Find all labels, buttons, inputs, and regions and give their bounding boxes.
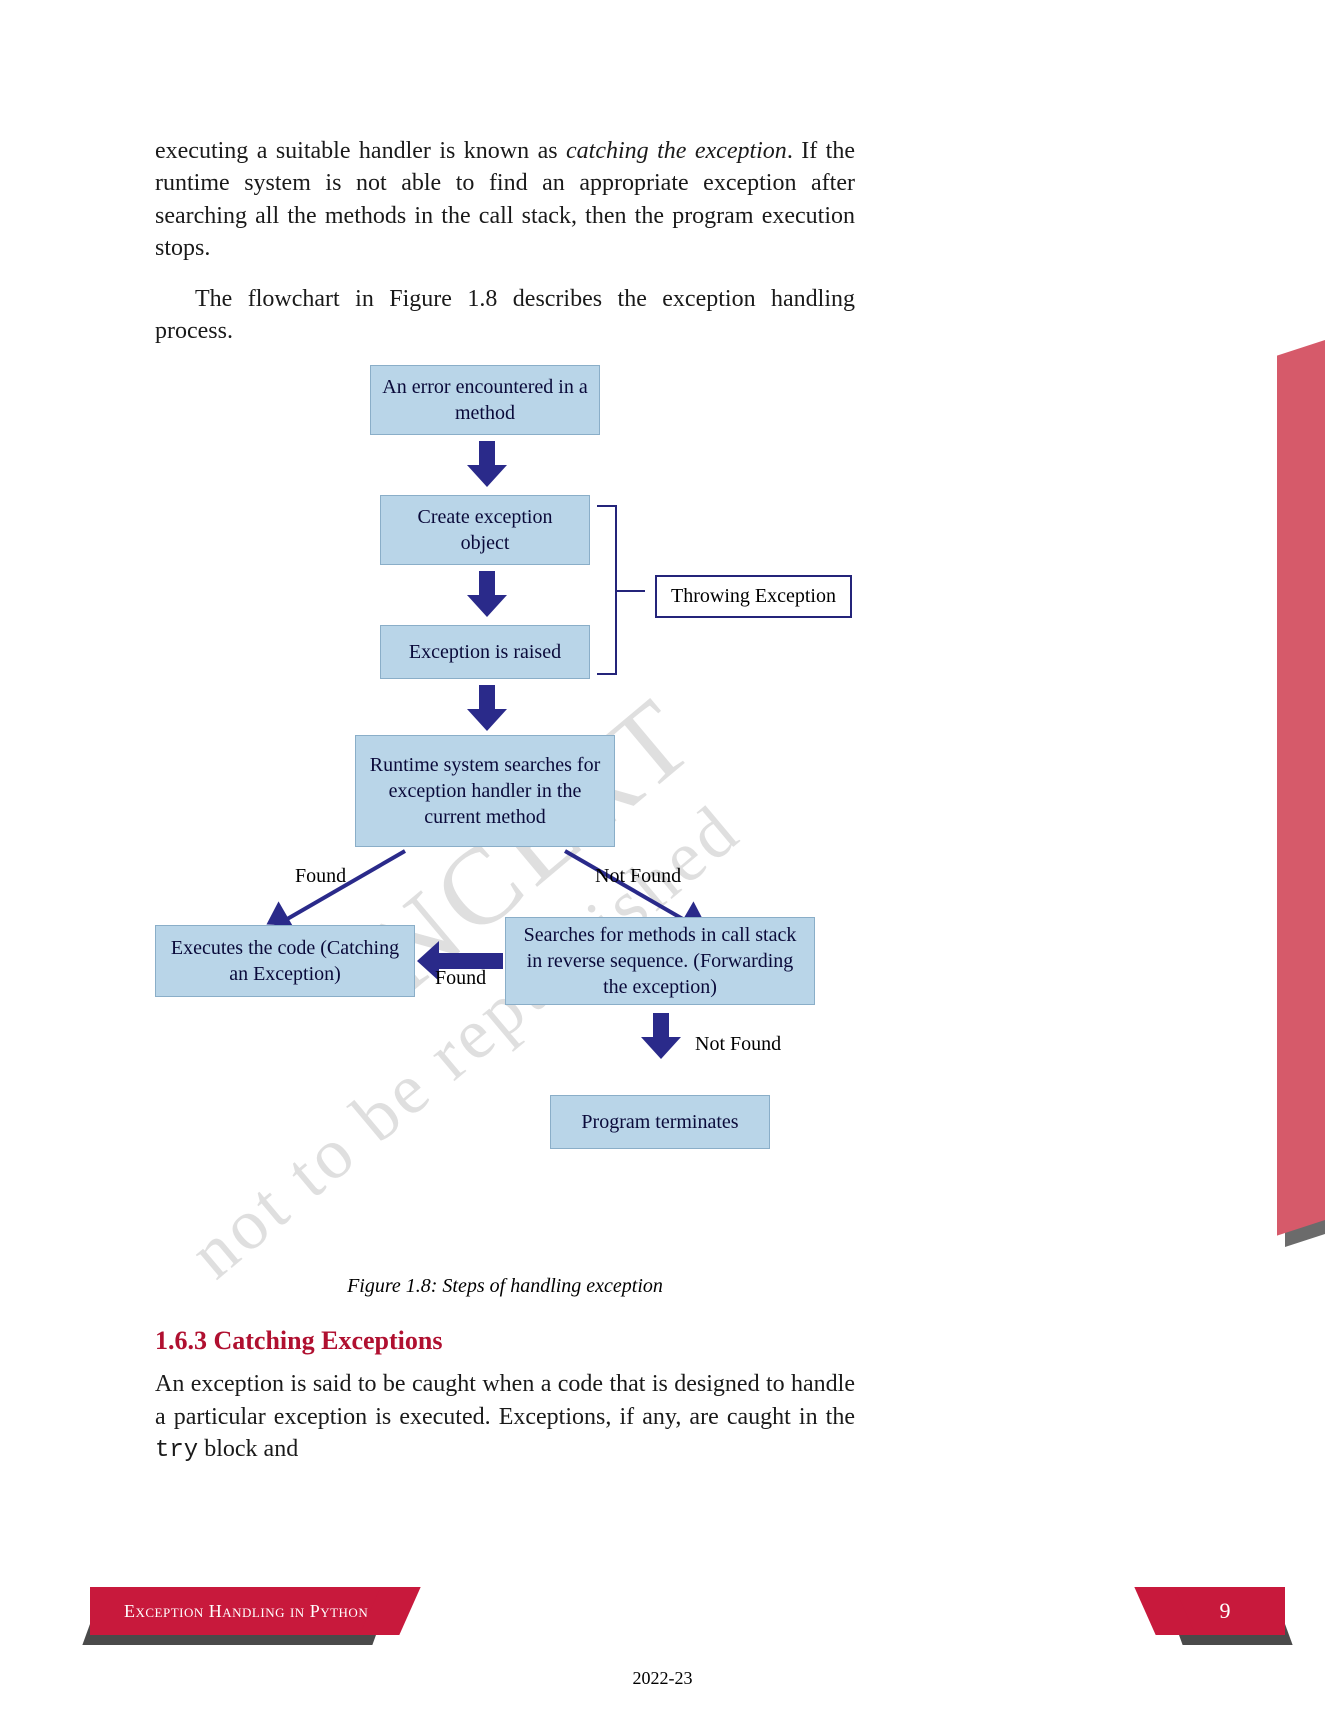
footer-chapter: Exception Handling in Python [90, 1587, 390, 1635]
p3-text-b: block and [198, 1436, 298, 1462]
edge-label-notfound-right: Not Found [595, 865, 681, 888]
edge-label-notfound-bottom: Not Found [695, 1033, 781, 1056]
p1-italic: catching the exception [566, 138, 787, 164]
footer-page-number: 9 [1165, 1587, 1285, 1635]
paragraph-1: executing a suitable handler is known as… [155, 135, 855, 265]
p3-mono: try [155, 1437, 198, 1464]
edge-label-found-mid: Found [435, 967, 486, 990]
figure-caption: Figure 1.8: Steps of handling exception [155, 1275, 855, 1298]
edge-line [274, 850, 406, 928]
section-title: Catching Exceptions [214, 1326, 443, 1355]
fc-node-error: An error encountered in a method [370, 365, 600, 435]
fc-node-searches: Searches for methods in call stack in re… [505, 917, 815, 1005]
side-tab [1270, 340, 1325, 1240]
section-number: 1.6.3 [155, 1326, 207, 1355]
section-heading: 1.6.3 Catching Exceptions [155, 1326, 855, 1356]
fc-node-runtime: Runtime system searches for exception ha… [355, 735, 615, 847]
fc-node-terminates: Program terminates [550, 1095, 770, 1149]
p1-text-a: executing a suitable handler is known as [155, 138, 566, 164]
bracket-icon [615, 505, 617, 675]
page-body: executing a suitable handler is known as… [155, 135, 855, 1486]
paragraph-2: The flowchart in Figure 1.8 describes th… [155, 283, 855, 348]
page-footer: Exception Handling in Python 9 [0, 1583, 1325, 1663]
flowchart: An error encountered in a method Create … [155, 365, 855, 1255]
arrow-icon [467, 685, 507, 729]
fc-node-raised: Exception is raised [380, 625, 590, 679]
footer-year: 2022-23 [0, 1668, 1325, 1689]
arrow-icon [467, 571, 507, 615]
p3-text-a: An exception is said to be caught when a… [155, 1371, 855, 1429]
p2-text: The flowchart in Figure 1.8 describes th… [155, 286, 855, 344]
edge-label-found-left: Found [295, 865, 346, 888]
fc-node-executes: Executes the code (Catching an Exception… [155, 925, 415, 997]
arrow-icon [467, 441, 507, 485]
throwing-exception-box: Throwing Exception [655, 575, 852, 618]
paragraph-3: An exception is said to be caught when a… [155, 1368, 855, 1467]
fc-node-create: Create exception object [380, 495, 590, 565]
edge-line [564, 850, 696, 928]
arrow-icon [641, 1013, 681, 1057]
